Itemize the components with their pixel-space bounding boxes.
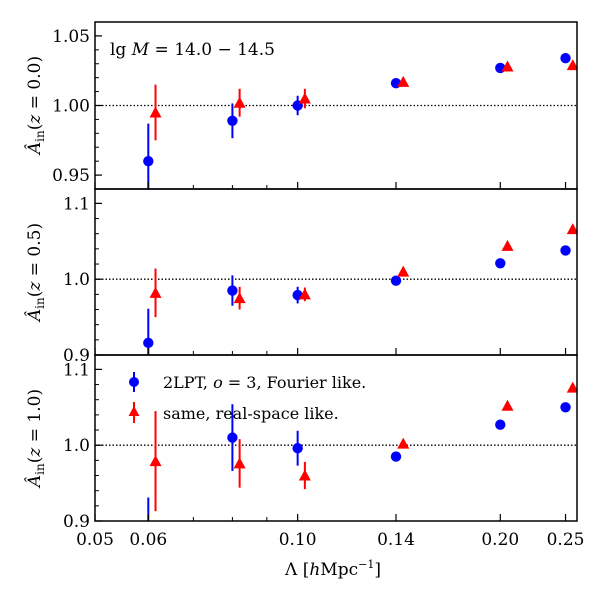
x-axis-label: Λ [hMpc−1] <box>284 558 381 580</box>
legend-marker-triangle <box>128 406 140 416</box>
legend-label-realspace: same, real-space like. <box>163 404 339 423</box>
data-point-triangle <box>233 292 246 304</box>
data-point-triangle <box>501 399 514 411</box>
data-point-circle <box>560 245 571 256</box>
data-point-circle <box>390 451 402 462</box>
data-point-triangle <box>501 60 514 72</box>
data-point-triangle <box>298 288 311 300</box>
data-point-circle <box>227 115 238 127</box>
y-axis-label: Âin(z = 1.0) <box>24 389 47 489</box>
y-tick-label: 1.00 <box>52 97 90 117</box>
panel-z05: Âin(z = 0.5) 0.9 1.0 1.1 <box>24 188 578 366</box>
data-point-circle <box>560 52 571 64</box>
x-tick-label: 0.25 <box>547 530 585 550</box>
data-point-triangle <box>501 239 514 251</box>
data-point-triangle <box>397 75 410 87</box>
data-point-triangle <box>149 286 162 298</box>
axes-frame <box>94 188 578 356</box>
legend: 2LPT, o = 3, Fourier like. same, real-sp… <box>128 372 366 423</box>
y-tick-label: 1.0 <box>63 436 90 456</box>
y-tick-label: 0.95 <box>52 166 90 186</box>
data-point-circle <box>390 275 402 286</box>
data-point-circle <box>227 285 238 296</box>
data-point-circle <box>495 258 506 269</box>
data-point-triangle <box>149 106 162 118</box>
data-point-triangle <box>397 437 410 449</box>
y-tick-label: 1.1 <box>63 360 90 380</box>
data-point-triangle <box>566 59 577 71</box>
data-point-triangle <box>397 265 410 277</box>
y-tick-label: 0.9 <box>63 512 90 532</box>
data-point-triangle <box>233 457 246 469</box>
plot-area <box>95 381 577 521</box>
axes-frame <box>94 354 578 522</box>
y-tick-label: 0.9 <box>63 346 90 366</box>
data-point-circle <box>560 402 571 413</box>
data-point-circle <box>495 419 506 430</box>
data-point-circle <box>227 432 238 443</box>
data-point-triangle <box>566 381 577 393</box>
y-tick-label: 1.0 <box>63 270 90 290</box>
panel-z1: Âin(z = 1.0) 2LPT, o = 3, Fourier like. … <box>24 354 585 580</box>
data-point-triangle <box>149 455 162 467</box>
x-tick-label: 0.10 <box>279 530 317 550</box>
x-tick-label: 0.06 <box>129 530 167 550</box>
data-point-triangle <box>566 223 577 235</box>
panel-z0: lg M = 14.0 − 14.5 Âin(z = 0.0) 0.95 1.00… <box>24 21 578 190</box>
x-tick-label: 0.20 <box>481 530 519 550</box>
y-axis-label: Âin(z = 0.5) <box>24 223 47 323</box>
legend-marker-circle <box>129 377 139 387</box>
data-point-circle <box>292 443 303 454</box>
data-point-circle <box>143 155 154 167</box>
data-point-triangle <box>298 92 311 104</box>
data-point-triangle <box>298 469 311 481</box>
y-axis-label: Âin(z = 0.0) <box>24 56 47 156</box>
plot-area <box>95 223 577 355</box>
plot-area <box>95 52 577 189</box>
x-tick-label: 0.05 <box>76 530 114 550</box>
mass-annotation: lg M = 14.0 − 14.5 <box>110 40 275 60</box>
legend-label-fourier: 2LPT, o = 3, Fourier like. <box>163 373 366 392</box>
data-point-triangle <box>233 96 246 108</box>
data-point-circle <box>143 337 154 349</box>
y-tick-label: 1.05 <box>52 27 90 47</box>
y-tick-label: 1.1 <box>63 194 90 214</box>
x-tick-label: 0.14 <box>377 530 415 550</box>
